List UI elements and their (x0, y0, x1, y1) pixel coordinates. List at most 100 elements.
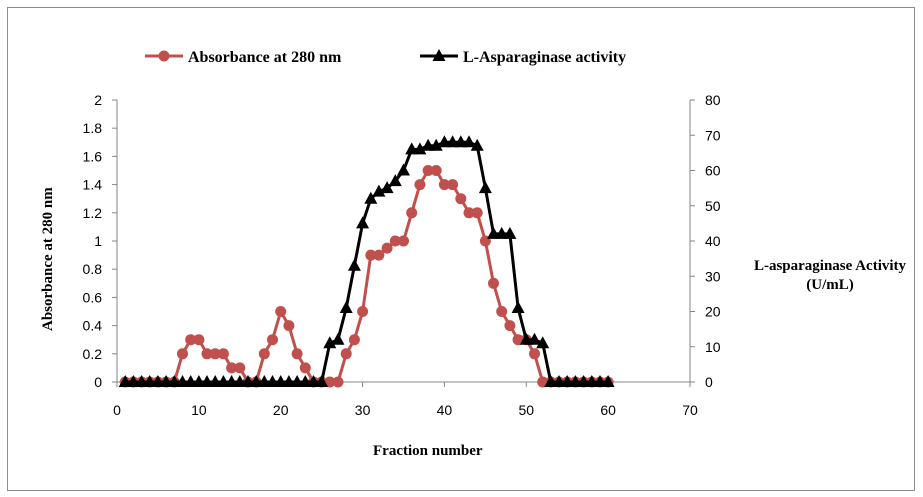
y-tick-label: 1.6 (83, 148, 103, 164)
activity-point (380, 181, 394, 194)
x-tick-label: 50 (518, 402, 534, 418)
activity-point (454, 135, 468, 148)
legend-item-activity: L-Asparaginase activity (420, 49, 626, 66)
absorbance-point (471, 207, 483, 219)
activity-point (413, 142, 427, 155)
absorbance-point (226, 362, 238, 374)
activity-point (315, 375, 329, 387)
activity-point (397, 163, 410, 176)
absorbance-point (406, 207, 418, 219)
absorbance-point (258, 348, 270, 360)
absorbance-point (455, 193, 467, 205)
activity-point (585, 375, 599, 387)
activity-point (478, 181, 492, 194)
y2-axis-title-line1: L-asparaginase Activity (754, 258, 907, 274)
activity-point (274, 375, 288, 387)
activity-point (176, 375, 189, 387)
absorbance-point (185, 334, 197, 346)
activity-point (323, 336, 337, 349)
absorbance-point (389, 235, 401, 247)
y-tick-label: 1.8 (83, 120, 103, 136)
absorbance-point (193, 334, 205, 346)
activity-point (470, 138, 484, 151)
y2-tick-label: 0 (705, 374, 713, 390)
absorbance-point (430, 165, 442, 176)
activity-point (519, 332, 533, 345)
y2-tick-label: 30 (705, 268, 721, 284)
y2-axis-title-line2: (U/mL) (806, 277, 854, 293)
activity-point (446, 135, 460, 148)
absorbance-point (340, 348, 352, 360)
absorbance-point (365, 249, 377, 261)
y-tick-label: 0.6 (83, 289, 103, 305)
absorbance-point (381, 242, 393, 254)
activity-point (560, 375, 574, 387)
legend-item-absorbance: Absorbance at 280 nm (145, 49, 342, 66)
absorbance-point (529, 348, 540, 360)
activity-point (216, 375, 230, 387)
absorbance-point (496, 306, 508, 317)
x-tick-label: 60 (600, 402, 616, 418)
x-axis-title: Fraction number (373, 443, 483, 459)
activity-point (225, 375, 239, 387)
activity-point (266, 375, 279, 387)
activity-point (388, 174, 402, 187)
absorbance-point (234, 362, 246, 374)
absorbance-point (512, 334, 524, 346)
y-tick-label: 1 (94, 233, 102, 249)
y-axis-title: Absorbance at 280 nm (40, 187, 56, 331)
activity-point (257, 375, 271, 387)
absorbance-point (357, 306, 369, 317)
y-tick-label: 1.4 (83, 177, 103, 193)
activity-point (159, 375, 173, 387)
activity-point (184, 375, 198, 387)
activity-point (544, 375, 558, 387)
activity-point (577, 375, 591, 387)
activity-point (405, 142, 419, 155)
absorbance-point (398, 235, 409, 247)
absorbance-point (447, 179, 459, 191)
absorbance-point (217, 348, 229, 360)
activity-point (568, 375, 582, 387)
absorbance-point (209, 348, 221, 360)
absorbance-point (414, 179, 426, 191)
activity-point (151, 375, 165, 387)
y2-tick-label: 80 (705, 92, 721, 108)
series-line-1 (125, 140, 609, 384)
y-tick-label: 0.2 (83, 346, 103, 362)
absorbance-point (275, 306, 287, 317)
chart-frame (7, 7, 915, 491)
absorbance-point (283, 320, 295, 332)
absorbance-point (537, 376, 549, 388)
legend: Absorbance at 280 nm L-Asparaginase acti… (145, 49, 626, 66)
activity-point (143, 375, 157, 387)
absorbance-point (504, 320, 516, 332)
absorbance-point (201, 348, 213, 360)
y-tick-label: 0 (94, 374, 102, 390)
activity-point (290, 375, 304, 387)
absorbance-point (348, 334, 360, 346)
y2-tick-label: 50 (705, 198, 721, 214)
x-tick-label: 0 (113, 402, 121, 418)
activity-point (536, 336, 550, 349)
activity-point (298, 375, 312, 387)
activity-point (282, 375, 296, 387)
activity-point (118, 375, 132, 387)
y-tick-label: 1.2 (83, 205, 103, 221)
activity-point (200, 375, 214, 387)
absorbance-point (299, 362, 311, 374)
x-tick-label: 70 (682, 402, 698, 418)
activity-point (347, 258, 361, 271)
y2-tick-label: 10 (705, 339, 721, 355)
activity-point (437, 135, 451, 148)
x-tick-label: 20 (273, 402, 289, 418)
activity-point (552, 375, 566, 387)
activity-point (208, 375, 222, 387)
absorbance-point (332, 376, 344, 388)
activity-point (511, 301, 525, 313)
activity-point (126, 375, 140, 387)
y2-tick-label: 70 (705, 127, 721, 143)
activity-point (528, 332, 541, 345)
activity-point (503, 226, 517, 239)
